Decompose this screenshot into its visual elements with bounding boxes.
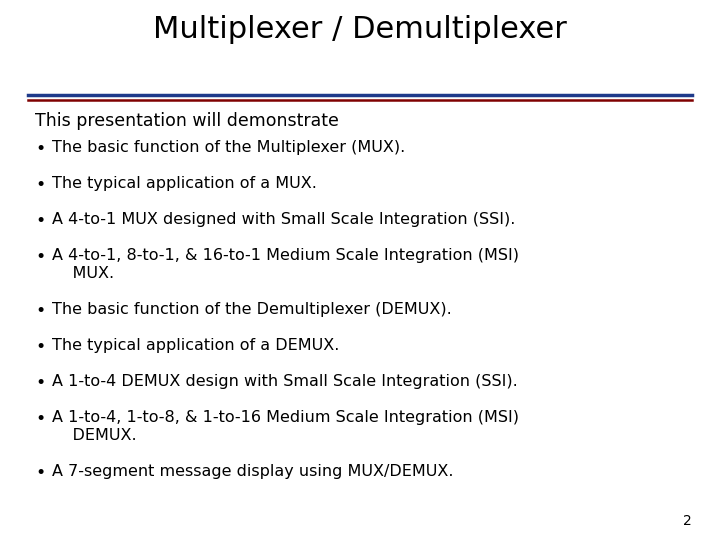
Text: The basic function of the Demultiplexer (DEMUX).: The basic function of the Demultiplexer … [52, 302, 451, 317]
Text: •: • [35, 176, 45, 194]
Text: The typical application of a DEMUX.: The typical application of a DEMUX. [52, 338, 339, 353]
Text: •: • [35, 212, 45, 230]
Text: •: • [35, 302, 45, 320]
Text: •: • [35, 464, 45, 482]
Text: The basic function of the Multiplexer (MUX).: The basic function of the Multiplexer (M… [52, 140, 405, 155]
Text: 2: 2 [683, 514, 692, 528]
Text: A 7-segment message display using MUX/DEMUX.: A 7-segment message display using MUX/DE… [52, 464, 454, 479]
Text: The typical application of a MUX.: The typical application of a MUX. [52, 176, 317, 191]
Text: This presentation will demonstrate: This presentation will demonstrate [35, 112, 339, 130]
Text: •: • [35, 410, 45, 428]
Text: •: • [35, 248, 45, 266]
Text: •: • [35, 140, 45, 158]
Text: A 1-to-4, 1-to-8, & 1-to-16 Medium Scale Integration (MSI)
    DEMUX.: A 1-to-4, 1-to-8, & 1-to-16 Medium Scale… [52, 410, 519, 443]
Text: A 4-to-1, 8-to-1, & 16-to-1 Medium Scale Integration (MSI)
    MUX.: A 4-to-1, 8-to-1, & 16-to-1 Medium Scale… [52, 248, 519, 281]
Text: Multiplexer / Demultiplexer: Multiplexer / Demultiplexer [153, 15, 567, 44]
Text: A 1-to-4 DEMUX design with Small Scale Integration (SSI).: A 1-to-4 DEMUX design with Small Scale I… [52, 374, 518, 389]
Text: •: • [35, 374, 45, 392]
Text: A 4-to-1 MUX designed with Small Scale Integration (SSI).: A 4-to-1 MUX designed with Small Scale I… [52, 212, 516, 227]
Text: •: • [35, 338, 45, 356]
